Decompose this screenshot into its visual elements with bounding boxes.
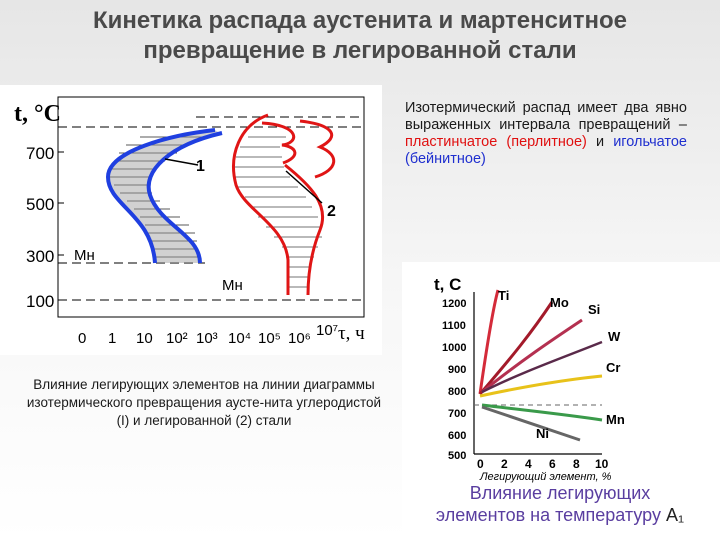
curve1-fill [108,130,220,263]
y-tick-label: 1200 [442,298,466,310]
y-tick-label: 100 [26,292,54,311]
slide-title: Кинетика распада аустенита и мартенситно… [0,6,720,66]
y-tick-label: 700 [26,144,54,163]
series-label-cr: Cr [606,360,620,375]
curve2-upper [299,119,336,179]
description-lamellar: пластинчатое (перлитное) [405,134,587,150]
series-label-mo: Mo [550,295,569,310]
y-tick-label: 600 [448,430,466,442]
curve2-nose [261,121,297,165]
title-line-2: превращение в легированной стали [143,37,577,64]
x-tick-label: 10² [166,330,188,347]
curve1-start [105,128,216,264]
plot-frame [57,96,365,318]
x-tick-label: 10³ [196,330,218,347]
y-tick-label: 700 [448,408,466,420]
series-mo [478,301,554,395]
title-line-1: Кинетика распада аустенита и мартенситно… [93,7,627,34]
series-si [481,318,583,394]
series-ni [481,405,581,442]
caption2-line-2: элементов на температуру A₁ [410,504,710,526]
curve2-start [232,113,290,295]
description-part-1: Изотермический распад имеет два явно выр… [405,100,687,133]
x-tick-labels: 0 2 4 6 8 10 [477,457,609,471]
y-axis-label: t, С [434,275,461,294]
y-tick-label: 300 [26,247,54,266]
x-tick-label: 10⁶ [288,330,311,347]
description-text: Изотермический распад имеет два явно выр… [405,100,687,168]
label1-pointer [164,158,199,166]
series-w [481,340,603,394]
ms-label-1: Мн [74,247,95,264]
caption2-line-1: Влияние легирующих [469,483,651,503]
alloying-chart-svg: t, С 1200 1100 1000 900 800 700 600 500 … [434,275,625,483]
y-tick-label: 500 [448,450,466,462]
x-tick-label: 2 [501,457,508,471]
curve2-hatch [234,136,322,288]
x-tick-label: 10 [595,457,609,471]
series-label-w: W [608,329,621,344]
series-label-ni: Ni [536,426,549,441]
x-tick-label: 4 [525,457,532,471]
x-tick-labels: 0 1 10 10² 10³ 10⁴ 10⁵ 10⁶ 10⁷ [78,322,338,347]
x-tick-label: 6 [549,457,556,471]
x-tick-label: 10⁵ [258,330,281,347]
y-tick-label: 1000 [442,342,466,354]
curve1-end [146,131,223,264]
x-tick-label: 10 [136,330,153,347]
ttt-diagram-svg: t, °С 700 500 300 100 [14,96,365,347]
diagram1-caption: Влияние легирующих элементов на линии ди… [26,377,382,428]
y-tick-label: 900 [448,364,466,376]
curve1-label: 1 [196,158,205,175]
series-label-ti: Ti [498,288,509,303]
caption2-line-2-text: элементов на температуру [435,505,661,525]
caption2-a1: A₁ [665,505,685,525]
x-tick-label: 10⁴ [228,330,251,347]
y-tick-label: 1100 [442,320,466,332]
description-acicular: игольчатое (бейнитное) [405,134,687,167]
series-cr [479,374,603,398]
y-axis-label: t, °С [14,101,61,127]
x-tick-label: 10⁷ [316,322,338,339]
y-tick-label: 800 [448,386,466,398]
curve2-label: 2 [327,203,336,220]
x-tick-label: 8 [573,457,580,471]
series-label-si: Si [588,302,600,317]
x-tick-label: 0 [477,457,484,471]
x-tick-label: 0 [78,330,86,347]
alloying-effect-chart: t, С 1200 1100 1000 900 800 700 600 500 … [402,262,720,540]
label2-pointer [285,170,323,204]
y-tick-labels: 1200 1100 1000 900 800 700 600 500 [442,298,466,462]
x-axis-label: τ, ч [338,323,365,344]
series-mn [481,403,603,422]
ttt-diagram: t, °С 700 500 300 100 [0,85,382,355]
x-tick-label: 1 [108,330,116,347]
x-axis-label: Легирующий элемент, % [479,471,612,483]
diagram2-caption: Влияние легирующих элементов на температ… [410,482,710,526]
curve2-end [284,163,325,296]
description-and: и [586,134,614,150]
y-tick-label: 500 [26,195,54,214]
series-ti [478,289,500,395]
ms-label-2: Мн [222,277,243,294]
series-label-mn: Mn [606,412,625,427]
